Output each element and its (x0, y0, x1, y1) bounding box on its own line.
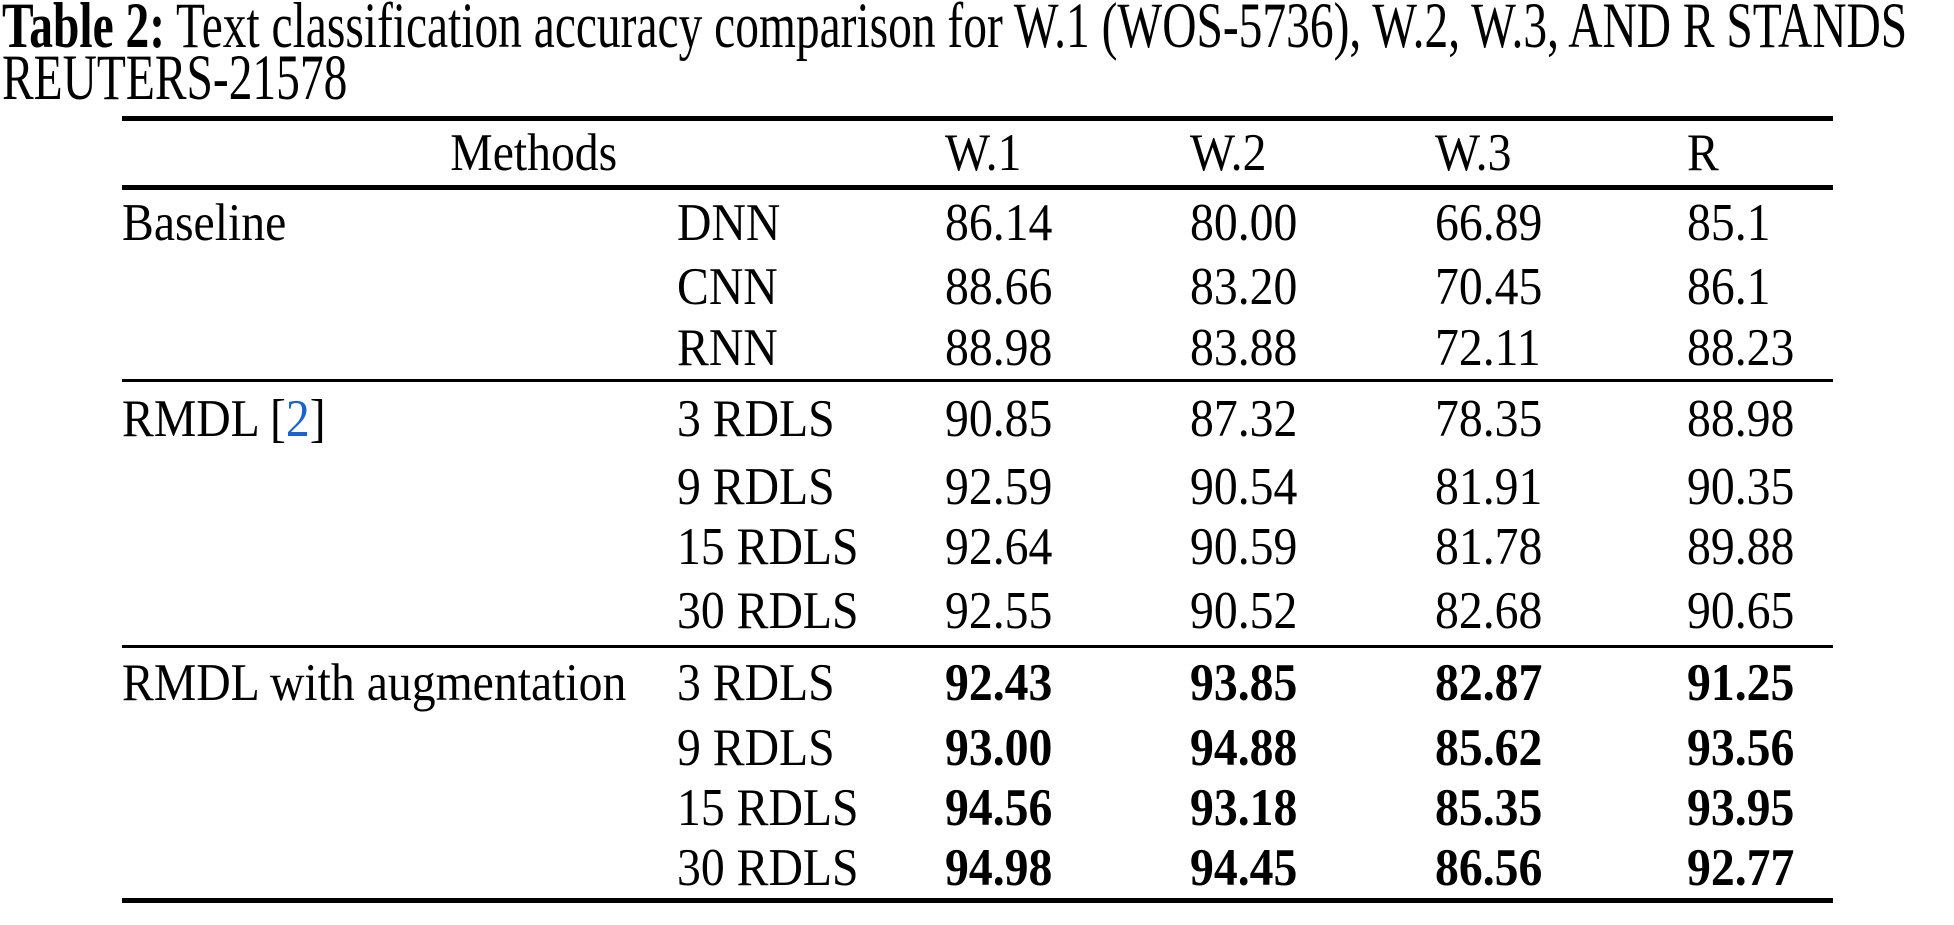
value-cell: 88.23 (1687, 318, 1795, 377)
citation-link[interactable]: 2 (285, 390, 310, 449)
table-row: RMDL [2] 3 RDLS 90.85 87.32 78.35 88.98 (122, 381, 1833, 457)
caption-text-2: REUTERS-21578 (2, 42, 348, 114)
section-baseline: Baseline DNN 86.14 80.00 66.89 85.1 CNN … (122, 188, 1833, 381)
header-row: Methods W.1 W.2 W.3 R (122, 119, 1833, 188)
value-cell: 90.65 (1687, 581, 1795, 640)
table-row: 15 RDLS 92.64 90.59 81.78 89.88 (122, 517, 1833, 577)
caption-text: Text classification accuracy comparison … (176, 0, 1908, 62)
group-cell (122, 517, 677, 577)
value-cell: 78.35 (1435, 390, 1543, 449)
table-header: Methods W.1 W.2 W.3 R (122, 119, 1833, 188)
value-cell: 93.56 (1687, 718, 1795, 777)
value-cell: 94.56 (945, 778, 1053, 837)
group-cell: RMDL [2] (122, 381, 677, 457)
value-cell: 92.55 (945, 581, 1053, 640)
value-cell: 94.88 (1190, 718, 1298, 777)
value-cell: 93.00 (945, 718, 1053, 777)
group-cell (122, 257, 677, 317)
method-cell: 30 RDLS (677, 838, 859, 897)
method-cell: 30 RDLS (677, 581, 859, 640)
value-cell: 90.85 (945, 390, 1053, 449)
method-cell: 15 RDLS (677, 517, 859, 576)
value-cell: 93.95 (1687, 778, 1795, 837)
value-cell: 94.98 (945, 838, 1053, 897)
method-cell: 9 RDLS (677, 718, 835, 777)
value-cell: 81.78 (1435, 517, 1543, 576)
group-label: RMDL (122, 390, 259, 449)
value-cell: 93.18 (1190, 778, 1298, 837)
value-cell: 90.59 (1190, 517, 1298, 576)
method-cell: RNN (677, 318, 778, 377)
table-row: 9 RDLS 93.00 94.88 85.62 93.56 (122, 718, 1833, 778)
header-w1: W.1 (945, 124, 1022, 182)
header-methods: Methods (450, 124, 617, 182)
group-cell (122, 457, 677, 517)
caption-line-1: Table 2: Text classification accuracy co… (2, 0, 1954, 59)
caption-line-2: REUTERS-21578 (2, 46, 1954, 111)
method-cell: CNN (677, 257, 778, 316)
value-cell: 92.43 (945, 653, 1053, 712)
method-cell: 3 RDLS (677, 653, 835, 712)
value-cell: 88.98 (945, 318, 1053, 377)
group-cell (122, 838, 677, 901)
value-cell: 87.32 (1190, 390, 1298, 449)
value-cell: 80.00 (1190, 194, 1298, 253)
table-caption: Table 2: Text classification accuracy co… (2, 0, 1954, 111)
value-cell: 88.66 (945, 257, 1053, 316)
table-row: 30 RDLS 94.98 94.45 86.56 92.77 (122, 838, 1833, 901)
citation-bracket-open: [ (258, 390, 286, 449)
header-r: R (1687, 124, 1719, 182)
section-rmdl-augmentation: RMDL with augmentation 3 RDLS 92.43 93.8… (122, 646, 1833, 901)
value-cell: 93.85 (1190, 653, 1298, 712)
method-cell: 3 RDLS (677, 390, 835, 449)
table-row: 15 RDLS 94.56 93.18 85.35 93.95 (122, 778, 1833, 838)
value-cell: 92.64 (945, 517, 1053, 576)
value-cell: 82.68 (1435, 581, 1543, 640)
value-cell: 85.62 (1435, 718, 1543, 777)
value-cell: 85.1 (1687, 194, 1771, 253)
value-cell: 72.11 (1435, 318, 1541, 377)
value-cell: 86.56 (1435, 838, 1543, 897)
value-cell: 83.20 (1190, 257, 1298, 316)
method-cell: DNN (677, 194, 781, 253)
value-cell: 88.98 (1687, 390, 1795, 449)
group-cell (122, 778, 677, 838)
header-w2: W.2 (1190, 124, 1267, 182)
table-row: RMDL with augmentation 3 RDLS 92.43 93.8… (122, 647, 1833, 718)
header-w3: W.3 (1435, 124, 1512, 182)
value-cell: 66.89 (1435, 194, 1543, 253)
value-cell: 86.14 (945, 194, 1053, 253)
group-cell: Baseline (122, 194, 287, 253)
group-cell (122, 718, 677, 778)
value-cell: 90.54 (1190, 457, 1298, 516)
value-cell: 70.45 (1435, 257, 1543, 316)
value-cell: 94.45 (1190, 838, 1298, 897)
value-cell: 83.88 (1190, 318, 1298, 377)
value-cell: 89.88 (1687, 517, 1795, 576)
group-cell (122, 317, 677, 381)
results-table: Methods W.1 W.2 W.3 R Baseline DNN 86.14… (122, 116, 1833, 903)
group-cell: RMDL with augmentation (122, 653, 627, 712)
table-row: CNN 88.66 83.20 70.45 86.1 (122, 257, 1833, 317)
table-row: RNN 88.98 83.88 72.11 88.23 (122, 317, 1833, 381)
value-cell: 90.52 (1190, 581, 1298, 640)
citation-bracket-close: ] (309, 390, 326, 449)
value-cell: 91.25 (1687, 653, 1795, 712)
value-cell: 90.35 (1687, 457, 1795, 516)
value-cell: 82.87 (1435, 653, 1543, 712)
value-cell: 81.91 (1435, 457, 1543, 516)
table-row: 30 RDLS 92.55 90.52 82.68 90.65 (122, 577, 1833, 647)
group-cell (122, 577, 677, 647)
method-cell: 9 RDLS (677, 457, 835, 516)
caption-label: Table 2: (2, 0, 166, 62)
value-cell: 92.59 (945, 457, 1053, 516)
value-cell: 92.77 (1687, 838, 1795, 897)
section-rmdl: RMDL [2] 3 RDLS 90.85 87.32 78.35 88.98 … (122, 380, 1833, 647)
value-cell: 86.1 (1687, 257, 1771, 316)
table-row: Baseline DNN 86.14 80.00 66.89 85.1 (122, 188, 1833, 257)
method-cell: 15 RDLS (677, 778, 859, 837)
value-cell: 85.35 (1435, 778, 1543, 837)
table-row: 9 RDLS 92.59 90.54 81.91 90.35 (122, 457, 1833, 517)
